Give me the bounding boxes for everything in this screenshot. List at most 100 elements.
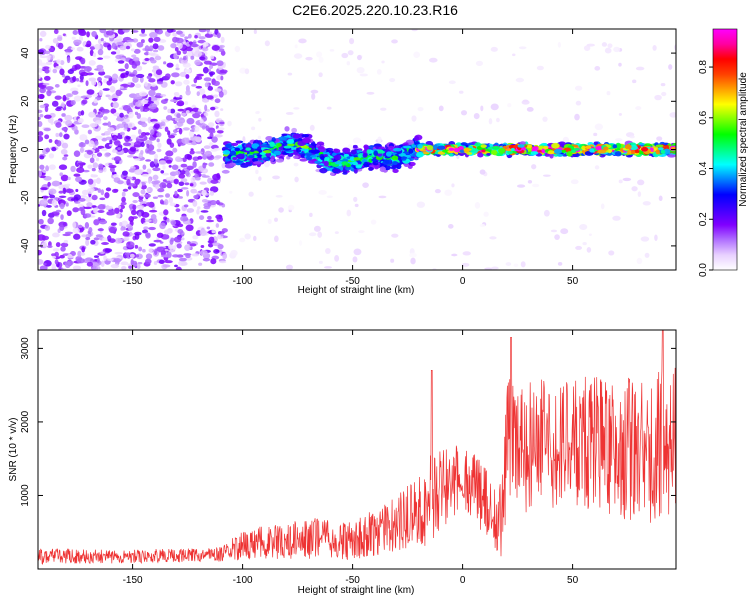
- spectrogram-cell: [98, 169, 104, 174]
- spectrogram-cell: [513, 263, 519, 267]
- spectrogram-cell: [222, 150, 231, 155]
- spectrogram-cell: [667, 154, 676, 158]
- spectrogram-cell: [302, 145, 310, 149]
- spectrogram-cell: [586, 43, 595, 47]
- spectrogram-cell: [180, 178, 188, 183]
- spectrogram-cell: [381, 60, 385, 64]
- spectrogram-cell: [287, 204, 295, 211]
- spectrogram-cell: [103, 78, 108, 84]
- spectrogram-cell: [105, 30, 114, 36]
- spectrogram-cell: [190, 148, 194, 151]
- spectrogram-cell: [622, 177, 632, 182]
- spectrogram-cell: [162, 264, 171, 268]
- spectrogram-cell: [180, 112, 187, 117]
- spectrogram-cell: [136, 205, 144, 210]
- spectrogram-cell: [252, 157, 258, 163]
- spectrogram-cell: [530, 151, 539, 155]
- spectrogram-cell: [264, 40, 270, 47]
- spectrogram-cell: [60, 214, 64, 220]
- spectrogram-cell: [97, 111, 101, 115]
- spectrogram-cell: [214, 134, 223, 138]
- spectrogram-cell: [139, 105, 144, 112]
- spectrogram-cell: [49, 194, 56, 199]
- spectrogram-cell: [55, 242, 61, 248]
- spectrogram-cell: [639, 142, 645, 146]
- spectrogram-cell: [185, 169, 190, 177]
- spectrogram-cell: [44, 114, 52, 119]
- spectrogram-cell: [429, 57, 438, 63]
- spectrogram-cell: [498, 148, 506, 154]
- spectrogram-cell: [211, 44, 220, 51]
- spectrogram-cell: [644, 252, 650, 258]
- spectrogram-cell: [186, 51, 193, 57]
- spectrogram-cell: [232, 156, 238, 161]
- spectrogram-cell: [218, 248, 223, 255]
- spectrogram-cell: [362, 182, 369, 188]
- spectrogram-cell: [42, 82, 50, 86]
- spectrogram-cell: [298, 38, 307, 44]
- spectrogram-cell: [67, 255, 75, 259]
- spectrogram-cell: [72, 75, 77, 83]
- spectrogram-cell: [178, 173, 186, 179]
- spectrogram-cell: [182, 157, 187, 163]
- spectrogram-cell: [85, 80, 89, 87]
- spectrogram-cell: [143, 226, 149, 230]
- spectrogram-cell: [550, 229, 558, 233]
- spectrogram-cell: [276, 142, 282, 148]
- spectrogram-cell: [119, 45, 127, 51]
- spectrogram-cell: [138, 182, 143, 189]
- spectrogram-cell: [341, 52, 349, 59]
- spectrogram-cell: [175, 37, 184, 44]
- spectrogram-cell: [184, 68, 192, 73]
- spectrogram-cell: [111, 188, 119, 193]
- spectrogram-cell: [56, 36, 63, 42]
- spectrogram-cell: [334, 231, 339, 234]
- colorbar-frame: [712, 28, 738, 271]
- spectrogram-cell: [113, 112, 121, 117]
- spectrogram-cell: [484, 267, 493, 270]
- spectrogram-cell: [100, 260, 105, 268]
- spectrogram-cell: [111, 171, 117, 175]
- spectrogram-cell: [201, 47, 209, 52]
- spectrogram-cell: [663, 148, 671, 155]
- spectrogram-cell: [106, 80, 113, 86]
- spectrogram-cell: [215, 223, 220, 228]
- spectrogram-cell: [278, 207, 284, 213]
- spectrogram-cell: [100, 251, 105, 254]
- spectrogram-cell: [197, 155, 203, 160]
- snr-y-tick-label: 1000: [20, 484, 31, 507]
- spectrogram-cell: [137, 261, 143, 265]
- spectrogram-cell: [275, 194, 283, 198]
- spectrogram-cell: [629, 144, 638, 151]
- spectrogram-cell: [83, 213, 92, 218]
- spectrogram-cell: [206, 95, 214, 100]
- spectrogram-cell: [115, 48, 121, 55]
- spectrogram-cell: [165, 150, 174, 157]
- spectrogram-cell: [574, 113, 580, 121]
- spectrogram-cell: [51, 180, 61, 187]
- spectrogram-cell: [217, 127, 225, 131]
- spectrogram-cell: [159, 241, 164, 244]
- spectrogram-cell: [87, 129, 93, 135]
- spectrogram-cell: [152, 167, 161, 172]
- spectrogram-cell: [110, 108, 117, 114]
- spectrogram-cell: [607, 43, 613, 49]
- spectrogram-cell: [384, 159, 390, 164]
- spectrogram-cell: [125, 118, 130, 123]
- spectrogram-cell: [352, 161, 358, 166]
- spectrogram-cell: [489, 236, 497, 240]
- spectrogram-cell: [75, 78, 80, 82]
- spectrogram-cell: [202, 125, 206, 130]
- spectrogram-cell: [380, 107, 387, 111]
- spectrogram-cell: [172, 32, 178, 37]
- spectrogram-cell: [77, 84, 81, 88]
- spectrogram-cell: [201, 189, 207, 196]
- spectrogram-cell: [182, 55, 187, 61]
- spectrogram-cell: [44, 75, 51, 81]
- spectrogram-cell: [48, 47, 54, 52]
- spectrogram-cell: [491, 145, 500, 150]
- spectrogram-cell: [135, 73, 145, 78]
- spectrogram-cell: [163, 61, 167, 65]
- spectrogram-cell: [95, 120, 102, 125]
- spectrogram-cell: [309, 154, 317, 158]
